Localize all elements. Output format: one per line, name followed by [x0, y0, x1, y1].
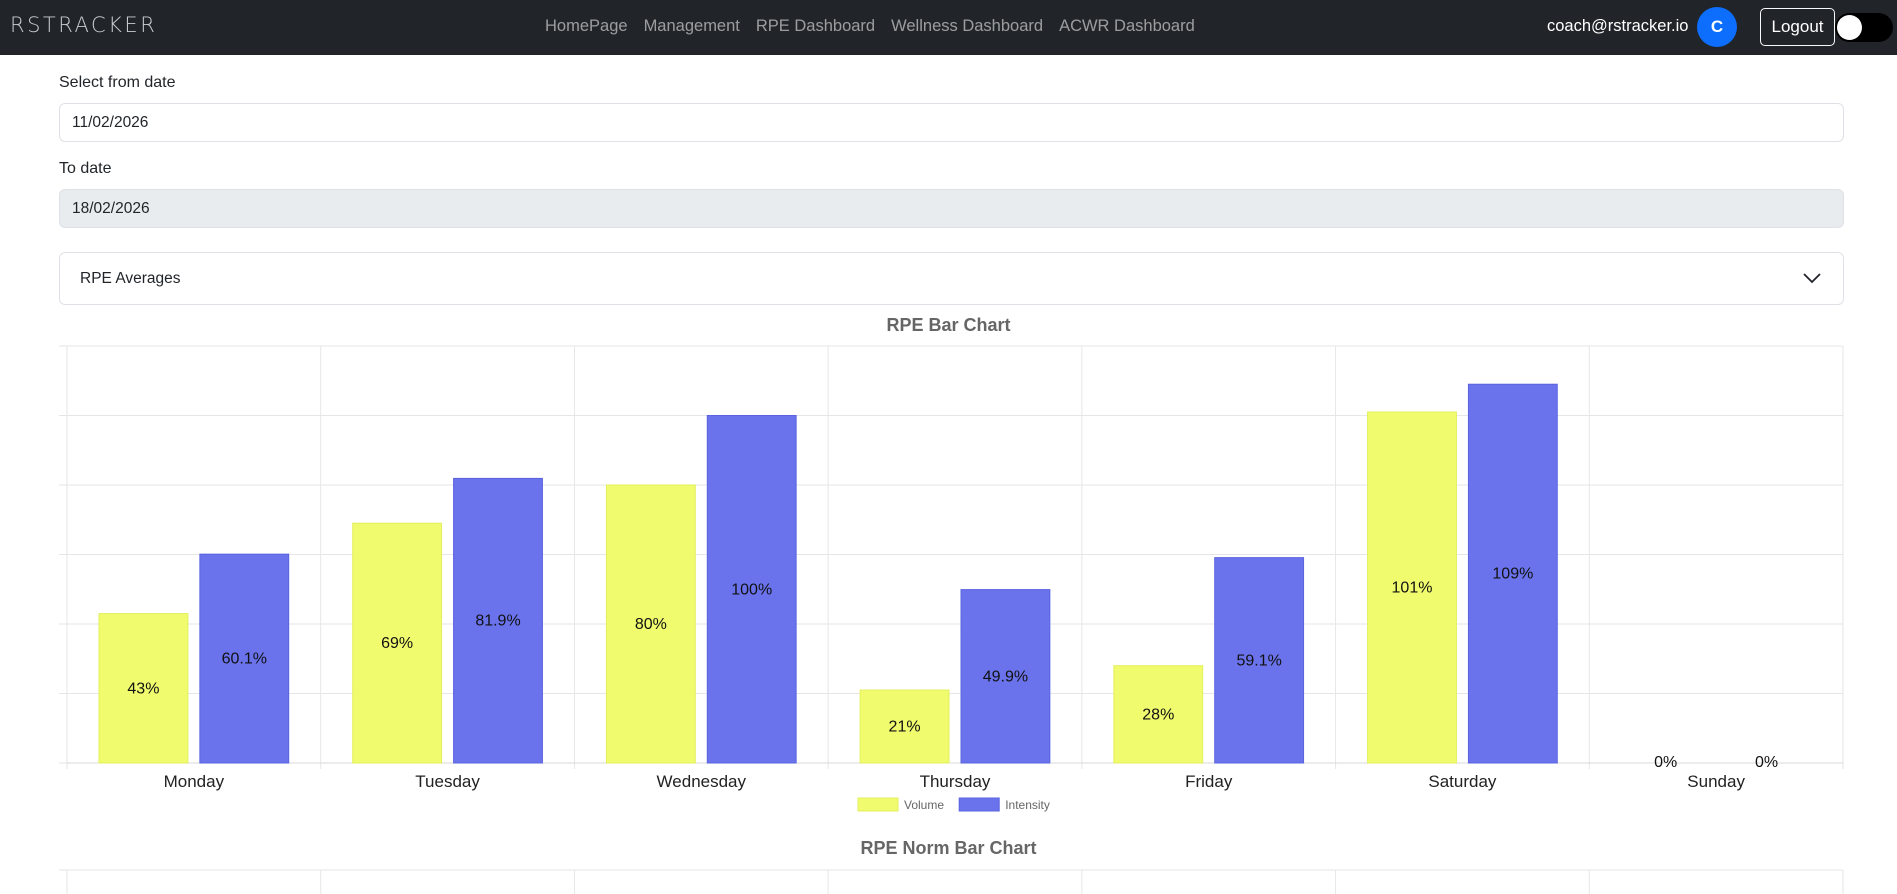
bar-intensity: [960, 589, 1051, 764]
user-email: coach@rstracker.io: [1547, 17, 1689, 35]
data-label: 101%: [1392, 580, 1433, 597]
bar-volume: [1367, 411, 1457, 764]
nav-link-homepage[interactable]: HomePage: [545, 17, 628, 35]
from-date-label: Select from date: [59, 74, 176, 91]
accordion-label: RPE Averages: [80, 270, 181, 287]
nav-link-acwr-dashboard[interactable]: ACWR Dashboard: [1059, 17, 1195, 35]
data-label: 28%: [1142, 706, 1174, 723]
bar-volume: [605, 484, 696, 764]
data-label: 80%: [635, 616, 667, 633]
x-tick-label: Thursday: [920, 772, 991, 791]
legend-swatch-intensity: [958, 797, 1000, 812]
data-label: 100%: [731, 581, 772, 598]
logout-button[interactable]: Logout: [1760, 8, 1835, 46]
data-label: 49.9%: [983, 668, 1028, 685]
rpe-norm-bar-chart-title: RPE Norm Bar Chart: [860, 838, 1037, 858]
rpe-bar-chart: 43% 69% 80% 21% 28% 101% 0% 60.1% 81.9% 100% 49.9%…: [59, 345, 1844, 812]
bar-intensity: [199, 553, 290, 764]
brand-logo[interactable]: RSTRACKER: [10, 13, 158, 37]
to-date-input: [59, 189, 1844, 228]
x-tick-label: Tuesday: [415, 772, 480, 791]
data-label: 0%: [1755, 754, 1778, 771]
x-tick-label: Friday: [1185, 772, 1233, 791]
data-label: 43%: [127, 680, 159, 697]
legend-label-volume: Volume: [904, 798, 944, 812]
data-label: 21%: [889, 719, 921, 736]
bar-intensity: [1467, 383, 1558, 764]
bar-volume: [1113, 665, 1204, 764]
bar-intensity: [453, 477, 543, 764]
data-label: 81.9%: [475, 613, 520, 630]
bar-volume: [98, 613, 189, 764]
nav-links: HomePage Management RPE Dashboard Wellne…: [545, 17, 1195, 36]
rpe-norm-bar-chart: [59, 869, 1844, 894]
x-tick-label: Wednesday: [657, 772, 747, 791]
chevron-down-icon[interactable]: [1801, 267, 1823, 289]
to-date-label: To date: [59, 160, 112, 177]
theme-toggle[interactable]: [1835, 13, 1893, 42]
bar-intensity: [706, 415, 797, 764]
nav-link-management[interactable]: Management: [643, 17, 740, 35]
legend-label-intensity: Intensity: [1005, 798, 1050, 812]
bar-intensity: [1214, 557, 1305, 764]
x-tick-label: Saturday: [1428, 772, 1497, 791]
toggle-knob: [1837, 15, 1862, 40]
from-date-input[interactable]: [59, 103, 1844, 142]
bar-volume: [352, 522, 443, 764]
rpe-bar-chart-title: RPE Bar Chart: [886, 315, 1011, 335]
legend-swatch-volume: [857, 797, 899, 812]
rpe-averages-accordion[interactable]: RPE Averages: [59, 252, 1844, 305]
nav-link-wellness-dashboard[interactable]: Wellness Dashboard: [891, 17, 1044, 35]
bar-volume: [859, 689, 950, 764]
nav-link-rpe-dashboard[interactable]: RPE Dashboard: [755, 17, 876, 35]
x-tick-label: Sunday: [1687, 772, 1745, 791]
data-label: 0%: [1654, 754, 1677, 771]
data-label: 60.1%: [222, 651, 267, 668]
data-label: 109%: [1492, 566, 1533, 583]
x-tick-label: Monday: [164, 772, 225, 791]
avatar[interactable]: C: [1697, 7, 1737, 47]
top-navbar: RSTRACKER HomePage Management RPE Dashbo…: [0, 0, 1897, 55]
data-label: 59.1%: [1236, 652, 1281, 669]
data-label: 69%: [381, 635, 413, 652]
